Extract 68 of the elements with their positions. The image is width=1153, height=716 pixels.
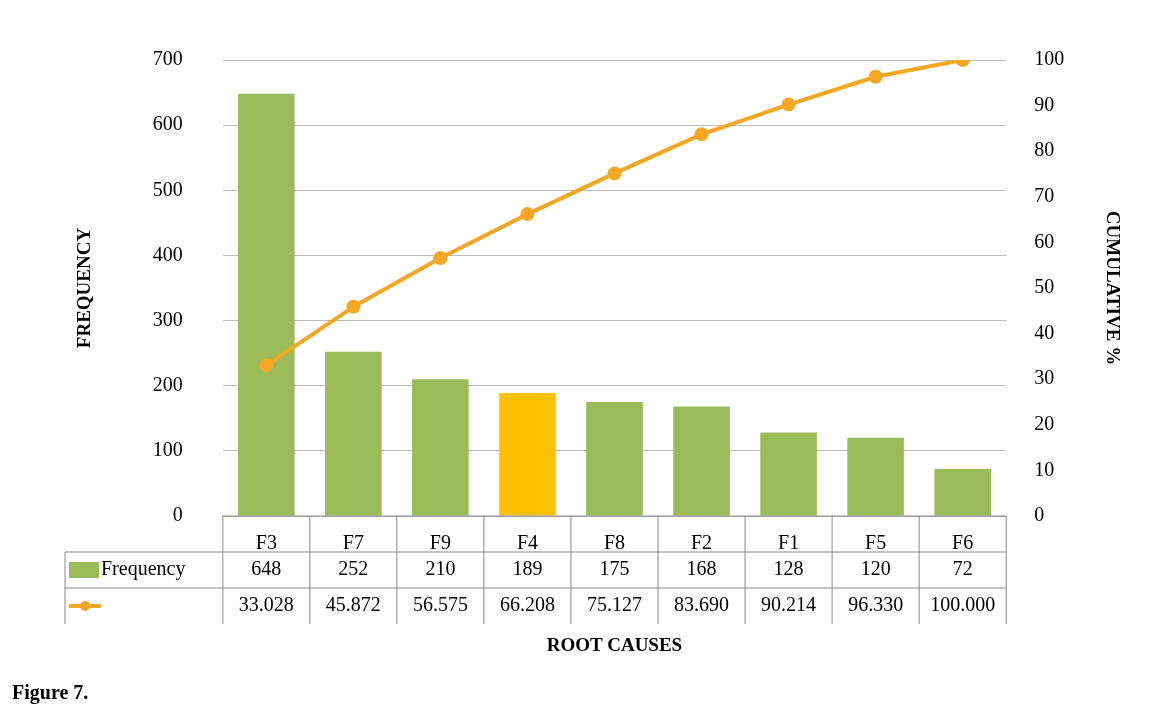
data-label: 128 — [773, 557, 804, 580]
y2-tick-label: 30 — [1034, 366, 1055, 389]
data-label: 120 — [860, 557, 891, 580]
y2-tick-label: 100 — [1034, 47, 1065, 70]
y2-tick-label: 10 — [1034, 457, 1055, 480]
y-tick-label: 100 — [152, 438, 183, 461]
y2-tick-label: 90 — [1034, 92, 1055, 115]
point — [694, 127, 709, 142]
data-label: 75.127 — [587, 593, 642, 616]
data-label: 648 — [251, 557, 282, 580]
x-axis-title: ROOT CAUSES — [546, 633, 683, 655]
point — [868, 69, 883, 84]
data-label: 66.208 — [499, 593, 555, 616]
data-label: 33.028 — [238, 593, 294, 616]
x-tick-label: F2 — [690, 531, 713, 554]
y-tick-label: 500 — [152, 177, 183, 200]
y-tick-label: 400 — [152, 242, 183, 265]
bar — [847, 437, 904, 516]
x-tick-label: F4 — [516, 531, 539, 554]
data-label: 189 — [512, 557, 543, 580]
x-tick-label: F6 — [952, 531, 974, 554]
x-tick-label: F1 — [778, 531, 800, 554]
bar — [760, 432, 817, 516]
caption: Figure 7. — [12, 681, 89, 705]
data-label: 83.690 — [674, 593, 730, 616]
bar — [586, 402, 643, 516]
y2-tick-label: 0 — [1034, 503, 1045, 526]
data-label: 90.214 — [761, 593, 817, 616]
bar — [412, 379, 469, 516]
bar — [673, 406, 730, 516]
x-tick-label: F9 — [429, 531, 451, 554]
data-label: 175 — [599, 557, 630, 580]
point — [607, 166, 622, 181]
data-label: 56.575 — [412, 593, 468, 616]
x-tick-label: F3 — [255, 531, 277, 554]
y-tick-label: 600 — [152, 112, 183, 135]
y2-tick-label: 60 — [1034, 229, 1055, 252]
y2-tick-label: 70 — [1034, 184, 1055, 207]
data-label: 100.000 — [930, 593, 996, 616]
bar — [934, 469, 991, 516]
point — [259, 358, 274, 373]
y2-tick-label: 80 — [1034, 138, 1055, 161]
x-tick-label: F5 — [865, 531, 887, 554]
y2-tick-label: 20 — [1034, 412, 1055, 435]
legend-label: Frequency — [101, 557, 186, 581]
y2-tick-label: 50 — [1034, 275, 1055, 298]
bar — [238, 93, 295, 516]
data-label: 96.330 — [848, 593, 904, 616]
y-tick-label: 300 — [152, 307, 183, 330]
bar — [325, 351, 382, 516]
data-label: 210 — [425, 557, 456, 580]
data-label: 45.872 — [325, 593, 381, 616]
y2-axis-title: CUMULATIVE % — [1102, 210, 1124, 366]
data-label: 72 — [952, 557, 973, 580]
data-label: 252 — [338, 557, 369, 580]
point — [781, 97, 796, 112]
data-label: 168 — [686, 557, 717, 580]
y-axis-title: FREQUENCY — [73, 227, 95, 349]
point — [433, 251, 448, 266]
y-tick-label: 0 — [172, 503, 183, 526]
bar — [499, 392, 556, 516]
x-tick-label: F8 — [603, 531, 626, 554]
y2-tick-label: 40 — [1034, 320, 1055, 343]
y-tick-label: 700 — [152, 47, 183, 70]
y-tick-label: 200 — [152, 372, 183, 395]
x-tick-label: F7 — [342, 531, 364, 554]
point — [520, 207, 535, 222]
point — [346, 299, 361, 314]
